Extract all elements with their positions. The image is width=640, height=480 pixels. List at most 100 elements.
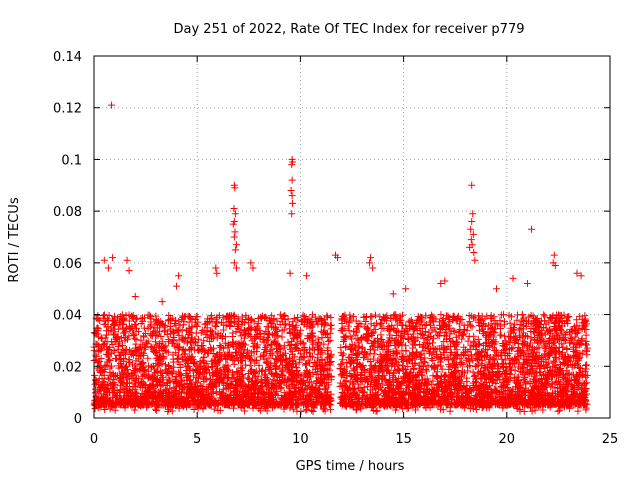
data-point — [582, 373, 590, 381]
data-point — [581, 387, 589, 395]
data-point — [200, 337, 208, 345]
data-point — [142, 339, 150, 347]
data-point — [382, 377, 390, 385]
data-point — [483, 391, 491, 399]
data-point — [397, 380, 405, 388]
data-point — [171, 319, 179, 327]
data-point — [540, 311, 548, 319]
data-point — [91, 405, 99, 413]
data-point — [551, 343, 559, 351]
data-point — [134, 355, 142, 363]
data-point — [236, 328, 244, 336]
data-point — [355, 342, 363, 350]
data-point — [440, 346, 448, 354]
data-point — [357, 405, 365, 413]
data-point — [545, 351, 553, 359]
data-point — [421, 354, 429, 362]
data-point — [358, 348, 366, 356]
data-point — [476, 390, 484, 398]
data-point — [491, 386, 499, 394]
data-point — [266, 365, 274, 373]
data-point — [138, 348, 146, 356]
data-point — [221, 372, 229, 380]
data-point — [468, 323, 476, 331]
data-point — [401, 375, 409, 383]
data-point — [352, 317, 360, 325]
data-point — [99, 314, 107, 322]
data-point — [107, 362, 115, 370]
data-point — [156, 339, 164, 347]
data-point — [186, 345, 194, 353]
data-point — [342, 342, 350, 350]
data-point — [549, 362, 557, 370]
data-point — [582, 404, 590, 412]
data-point — [369, 355, 377, 363]
data-points — [90, 101, 591, 416]
data-point — [327, 314, 335, 322]
data-point — [369, 386, 377, 394]
data-point — [132, 347, 140, 355]
data-point — [505, 338, 513, 346]
data-point — [224, 340, 232, 348]
data-point — [361, 377, 369, 385]
data-point — [218, 333, 226, 341]
data-point — [137, 336, 145, 344]
data-point — [157, 333, 165, 341]
data-point — [258, 366, 266, 374]
data-point — [483, 312, 491, 320]
data-point — [308, 338, 316, 346]
data-point — [252, 325, 260, 333]
data-point — [110, 312, 118, 320]
data-point — [546, 314, 554, 322]
data-point — [562, 317, 570, 325]
data-point — [393, 314, 401, 322]
data-point — [127, 312, 135, 320]
data-point — [436, 355, 444, 363]
data-point — [274, 341, 282, 349]
data-point — [339, 326, 347, 334]
data-point — [390, 311, 398, 319]
data-point — [436, 329, 444, 337]
data-point — [338, 372, 346, 380]
data-point — [308, 323, 316, 331]
data-point — [341, 316, 349, 324]
data-point — [245, 381, 253, 389]
data-point — [472, 405, 480, 413]
data-point — [248, 393, 256, 401]
data-point — [386, 331, 394, 339]
data-point — [445, 361, 453, 369]
data-point — [169, 351, 177, 359]
data-point — [213, 313, 221, 321]
data-point — [506, 319, 514, 327]
grid-layer — [94, 56, 610, 418]
data-point — [180, 317, 188, 325]
data-point — [349, 312, 357, 320]
data-point — [575, 364, 583, 372]
data-point — [315, 338, 323, 346]
data-point — [402, 321, 410, 329]
data-point — [435, 332, 443, 340]
data-point — [241, 407, 249, 415]
data-point — [321, 385, 329, 393]
data-point — [278, 333, 286, 341]
data-point — [191, 338, 199, 346]
data-point — [478, 380, 486, 388]
data-point — [94, 315, 102, 323]
data-point — [137, 360, 145, 368]
data-point — [324, 353, 332, 361]
data-point — [104, 316, 112, 324]
data-point — [582, 331, 590, 339]
data-point — [297, 372, 305, 380]
data-point — [478, 347, 486, 355]
data-point — [433, 380, 441, 388]
data-point — [511, 339, 519, 347]
data-point — [104, 374, 112, 382]
data-point — [233, 368, 241, 376]
data-point — [219, 314, 227, 322]
data-point — [520, 321, 528, 329]
data-point — [565, 313, 573, 321]
data-point — [564, 313, 572, 321]
data-point — [281, 311, 289, 319]
data-point — [411, 406, 419, 414]
data-point — [437, 311, 445, 319]
